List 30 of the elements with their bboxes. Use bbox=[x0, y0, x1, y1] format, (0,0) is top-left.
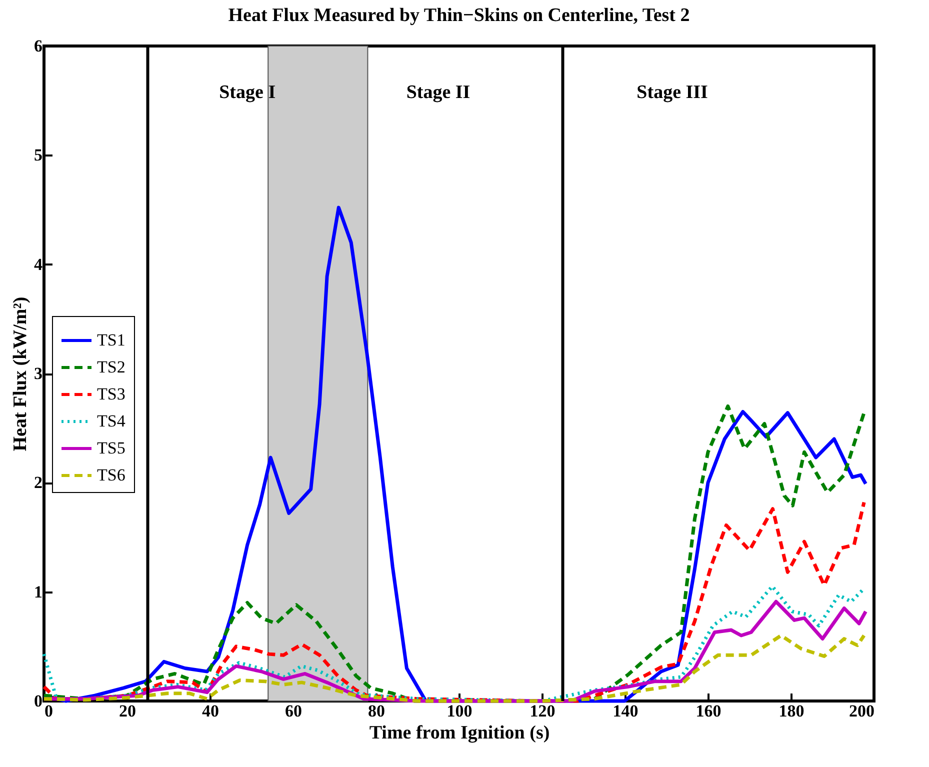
x-tick-label: 160 bbox=[696, 702, 722, 720]
x-tick-label: 20 bbox=[119, 702, 136, 720]
y-tick-label: 6 bbox=[34, 36, 42, 56]
line-series bbox=[42, 500, 866, 703]
y-tick-label: 4 bbox=[34, 254, 43, 274]
annotation: Stage II bbox=[406, 82, 470, 103]
annotation: Stage III bbox=[636, 82, 708, 103]
y-tick-label: 2 bbox=[34, 473, 42, 492]
x-axis-title: Time from Ignition (s) bbox=[369, 722, 550, 744]
legend-label: TS1 bbox=[97, 330, 126, 350]
legend-label: TS6 bbox=[97, 466, 126, 484]
legend-label: TS3 bbox=[97, 384, 126, 404]
y-tick-label: 5 bbox=[34, 146, 42, 165]
line-series bbox=[42, 634, 866, 703]
annotation: Stage I bbox=[219, 82, 276, 103]
x-tick-label: 60 bbox=[285, 702, 302, 720]
y-tick-label: 1 bbox=[34, 582, 42, 602]
x-tick-label: 120 bbox=[530, 702, 556, 720]
x-tick-label: 80 bbox=[368, 702, 385, 720]
legend-label: TS4 bbox=[97, 412, 126, 430]
legend-label: TS2 bbox=[97, 358, 126, 376]
x-tick-label: 140 bbox=[612, 702, 638, 720]
chart-title: Heat Flux Measured by Thin−Skins on Centerline, Test 2 bbox=[228, 5, 690, 26]
y-tick-label: 3 bbox=[34, 364, 42, 383]
y-axis-title: Heat Flux (kW/m²) bbox=[10, 296, 31, 452]
legend-label: TS5 bbox=[97, 438, 126, 458]
x-tick-label: 40 bbox=[202, 702, 219, 720]
x-tick-label: 200 bbox=[849, 702, 874, 720]
x-tick-label: 100 bbox=[446, 702, 472, 720]
x-tick-label: 180 bbox=[778, 702, 804, 720]
